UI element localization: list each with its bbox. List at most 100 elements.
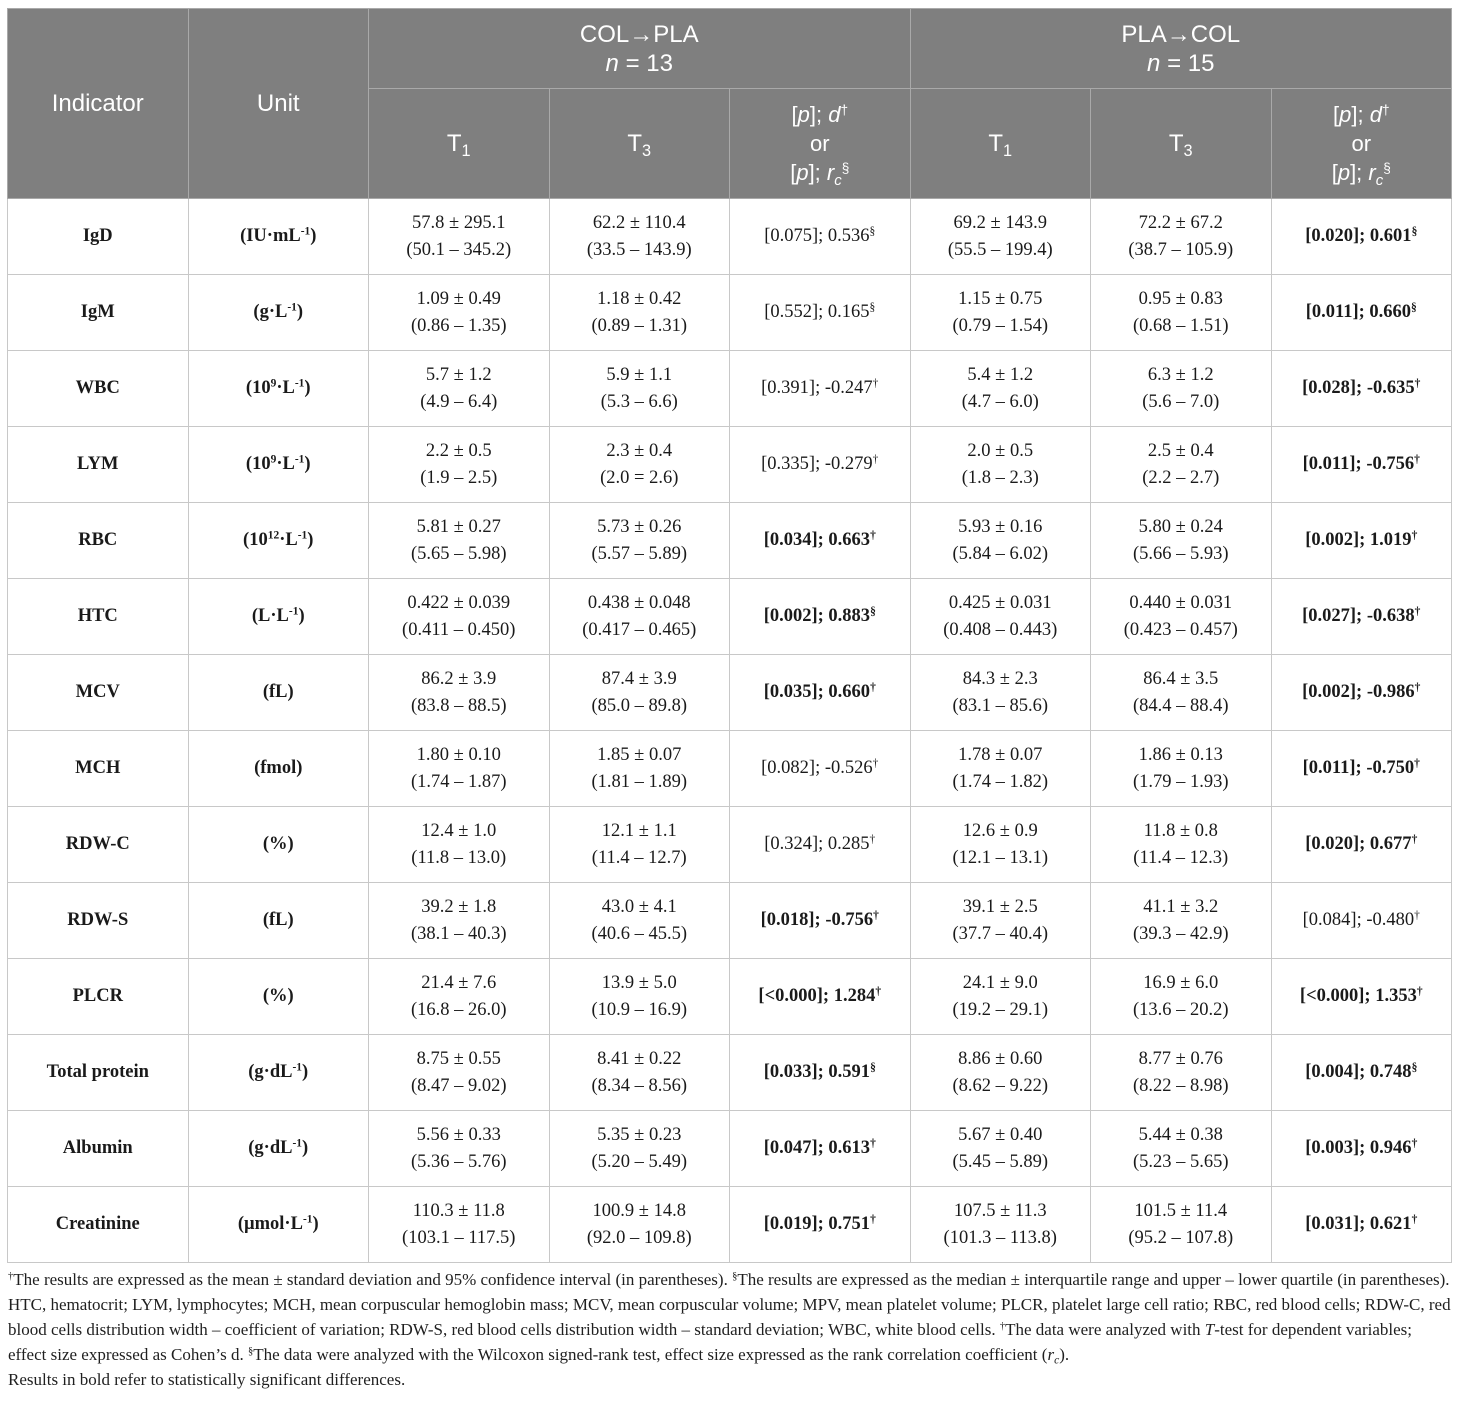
unit-cell: (fmol) (187, 730, 369, 807)
mean-value: 69.2 ± 143.9 (953, 212, 1047, 233)
header-group-pla-col: PLA→COL n = 15 (909, 8, 1452, 89)
mean-value: 86.4 ± 3.5 (1143, 668, 1219, 689)
header-test-text: d (1369, 102, 1382, 127)
col-pla-t3-cell: 5.35 ± 0.23 (5.20 – 5.49) (548, 1110, 730, 1187)
interval-range: (0.79 – 1.54) (952, 315, 1049, 336)
test-result: [0.034]; 0.663 (763, 530, 871, 550)
mean-value: 110.3 ± 11.8 (412, 1200, 505, 1221)
footnote-legend-superscript: † (8, 1271, 14, 1283)
unit-text: (g·dL (248, 1062, 293, 1082)
pla-col-test-cell: [0.003]; 0.946† (1270, 1110, 1452, 1187)
mean-value: 1.86 ± 0.13 (1138, 744, 1223, 765)
col-pla-t1-cell: 110.3 ± 11.8 (103.1 – 117.5) (368, 1186, 550, 1263)
interval-range: (0.411 – 0.450) (402, 619, 516, 640)
unit-cell: (109·L-1) (187, 350, 369, 427)
test-mark: § (869, 225, 876, 238)
test-mark: † (1411, 1213, 1418, 1226)
interval-range: (92.0 – 109.8) (586, 1227, 692, 1248)
interval-range: (19.2 – 29.1) (952, 999, 1049, 1020)
mean-value: 8.86 ± 0.60 (958, 1048, 1043, 1069)
test-result: [0.084]; -0.480 (1302, 910, 1415, 930)
mean-value: 5.67 ± 0.40 (958, 1124, 1043, 1145)
footnote-significance: Results in bold refer to statistically s… (8, 1367, 1452, 1392)
mean-value: 86.2 ± 3.9 (421, 668, 497, 689)
header-test-text: [ (1331, 160, 1338, 185)
mean-value: 5.44 ± 0.38 (1138, 1124, 1223, 1145)
test-mark: † (870, 681, 876, 694)
test-result: [<0.000]; 1.284 (758, 986, 876, 1006)
header-test-subscript: c (1375, 171, 1384, 189)
pla-col-test-cell: [0.002]; -0.986† (1270, 654, 1452, 731)
indicator-cell: WBC (7, 350, 189, 427)
group-size-text: n (1147, 49, 1161, 77)
footnote-legend-text: The data were analyzed with the Wilcoxon… (253, 1345, 1048, 1364)
test-result: [0.020]; 0.601 (1305, 226, 1412, 246)
pla-col-t1-cell: 1.78 ± 0.07 (1.74 – 1.82) (909, 730, 1091, 807)
header-t1-pla-col-text: T (988, 130, 1004, 157)
interval-range: (0.423 – 0.457) (1123, 619, 1238, 640)
table-row: Albumin (g·dL-1) 5.56 ± 0.33 (5.36 – 5.76) 5… (7, 1110, 1452, 1187)
pla-col-test-cell: [0.011]; 0.660§ (1270, 274, 1452, 351)
test-mark: § (1411, 225, 1418, 238)
table-row: MCV (fL) 86.2 ± 3.9 (83.8 – 88.5) 87.4 ± 3.9… (7, 654, 1452, 731)
test-mark: § (870, 605, 876, 618)
mean-value: 5.7 ± 1.2 (425, 364, 492, 385)
header-test-superscript: † (1381, 102, 1390, 118)
pla-col-t3-cell: 5.44 ± 0.38 (5.23 – 5.65) (1090, 1110, 1272, 1187)
unit-text: (fmol) (254, 758, 303, 778)
interval-range: (83.8 – 88.5) (410, 695, 507, 716)
mean-value: 21.4 ± 7.6 (421, 972, 497, 993)
mean-value: 5.73 ± 0.26 (597, 516, 682, 537)
table-container: Indicator Unit COL→PLA n = 13 PLA→COL n … (7, 8, 1452, 1263)
header-test-text: d (828, 102, 841, 127)
unit-cell: (µmol·L-1) (187, 1186, 369, 1263)
header-test-text: ]; (808, 160, 827, 185)
header-test-text: [ (1332, 102, 1340, 127)
unit-cell: (g·L-1) (187, 274, 369, 351)
pla-col-t3-cell: 16.9 ± 6.0 (13.6 – 20.2) (1090, 958, 1272, 1035)
table-row: Creatinine (µmol·L-1) 110.3 ± 11.8 (103.1 –… (7, 1186, 1452, 1263)
header-row-groups: Indicator Unit COL→PLA n = 13 PLA→COL n … (7, 8, 1452, 199)
test-result: [0.324]; 0.285 (764, 834, 870, 854)
interval-range: (0.86 – 1.35) (410, 315, 507, 336)
col-pla-t3-cell: 1.85 ± 0.07 (1.81 – 1.89) (548, 730, 730, 807)
interval-range: (11.4 – 12.7) (591, 847, 687, 868)
unit-superscript: -1 (292, 1061, 303, 1074)
mean-value: 1.18 ± 0.42 (597, 288, 682, 309)
mean-value: 5.80 ± 0.24 (1138, 516, 1223, 537)
col-pla-test-cell: [<0.000]; 1.284† (729, 958, 911, 1035)
footnote-legend-subscript: c (1054, 1353, 1060, 1367)
test-mark: † (1414, 757, 1420, 770)
table-row: RDW-C (%) 12.4 ± 1.0 (11.8 – 13.0) 12.1 ± 1.… (7, 806, 1452, 883)
interval-range: (1.81 – 1.89) (591, 771, 688, 792)
mean-value: 8.75 ± 0.55 (416, 1048, 501, 1069)
header-t3-pla-col-text: T (1168, 130, 1184, 157)
test-mark: † (1411, 833, 1418, 846)
mean-value: 2.2 ± 0.5 (425, 440, 492, 461)
footnote-legend-superscript: § (732, 1271, 738, 1283)
footnote-legend-text: ). (1059, 1345, 1070, 1364)
col-pla-test-cell: [0.082]; -0.526† (729, 730, 911, 807)
header-t3-col-pla-text: T (627, 130, 643, 157)
pla-col-test-cell: [0.011]; -0.750† (1270, 730, 1452, 807)
test-mark: † (1416, 985, 1423, 998)
interval-range: (5.57 – 5.89) (591, 543, 688, 564)
col-pla-t1-cell: 0.422 ± 0.039 (0.411 – 0.450) (368, 578, 550, 655)
interval-range: (5.6 – 7.0) (1142, 391, 1220, 412)
col-pla-t1-cell: 5.81 ± 0.27 (5.65 – 5.98) (368, 502, 550, 579)
indicator-cell: Albumin (7, 1110, 189, 1187)
mean-value: 39.1 ± 2.5 (962, 896, 1038, 917)
pla-col-t1-cell: 5.93 ± 0.16 (5.84 – 6.02) (909, 502, 1091, 579)
test-mark: † (872, 453, 879, 466)
interval-range: (5.36 – 5.76) (410, 1151, 507, 1172)
header-t1-pla-col: T1 (909, 88, 1091, 199)
table-row: PLCR (%) 21.4 ± 7.6 (16.8 – 26.0) 13.9 ± 5.0… (7, 958, 1452, 1035)
test-mark: † (870, 1137, 876, 1150)
interval-range: (85.0 – 89.8) (591, 695, 688, 716)
interval-range: (16.8 – 26.0) (410, 999, 507, 1020)
interval-range: (4.9 – 6.4) (420, 391, 498, 412)
pla-col-t1-cell: 2.0 ± 0.5 (1.8 – 2.3) (909, 426, 1091, 503)
header-test-line: or (1276, 129, 1448, 158)
pla-col-test-cell: [0.020]; 0.601§ (1270, 198, 1452, 275)
unit-text: (µmol·L (237, 1214, 303, 1234)
